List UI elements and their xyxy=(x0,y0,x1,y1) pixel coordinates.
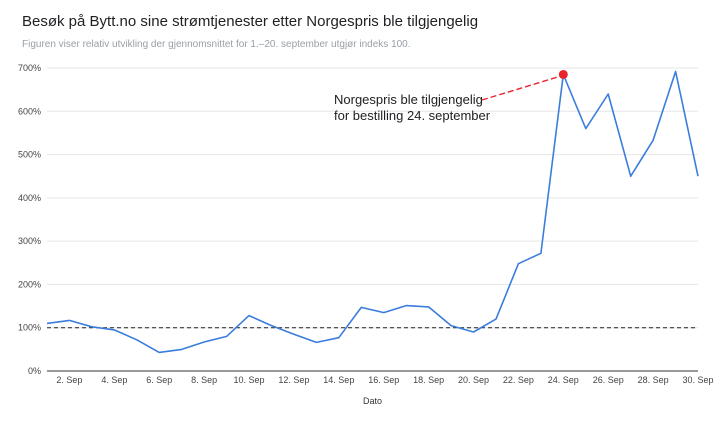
data-point xyxy=(158,351,160,353)
highlight-point xyxy=(558,69,568,79)
data-point xyxy=(405,304,407,306)
data-point xyxy=(136,339,138,341)
data-point xyxy=(46,322,48,324)
data-point xyxy=(293,333,295,335)
data-point xyxy=(607,93,609,95)
data-point xyxy=(248,314,250,316)
data-point xyxy=(113,329,115,331)
x-tick-label: 18. Sep xyxy=(413,375,444,385)
x-tick-label: 20. Sep xyxy=(458,375,489,385)
x-axis-ticks: 2. Sep 4. Sep 6. Sep 8. Sep 10. Sep 12. Sep 14… xyxy=(56,375,713,385)
chart-subtitle: Figuren viser relativ utvikling der gjen… xyxy=(22,39,411,50)
y-tick-label: 700% xyxy=(18,63,41,73)
data-point xyxy=(180,348,182,350)
data-point xyxy=(540,252,542,254)
y-tick-label: 100% xyxy=(18,323,41,333)
x-tick-label: 30. Sep xyxy=(682,375,713,385)
x-tick-label: 16. Sep xyxy=(368,375,399,385)
data-point xyxy=(517,262,519,264)
x-tick-label: 22. Sep xyxy=(503,375,534,385)
data-point xyxy=(338,336,340,338)
data-point xyxy=(652,139,654,141)
data-point xyxy=(427,306,429,308)
y-tick-label: 200% xyxy=(18,279,41,289)
data-point xyxy=(629,175,631,177)
data-point xyxy=(91,326,93,328)
y-tick-label: 300% xyxy=(18,236,41,246)
y-tick-label: 400% xyxy=(18,193,41,203)
data-point xyxy=(225,335,227,337)
data-point xyxy=(450,324,452,326)
data-point xyxy=(585,127,587,129)
annotation-line-1: Norgespris ble tilgjengelig xyxy=(334,92,483,107)
y-tick-label: 600% xyxy=(18,106,41,116)
x-tick-label: 4. Sep xyxy=(101,375,127,385)
x-tick-label: 14. Sep xyxy=(323,375,354,385)
x-axis-title: Dato xyxy=(363,396,382,406)
series-line xyxy=(46,70,699,354)
x-tick-label: 6. Sep xyxy=(146,375,172,385)
x-tick-label: 26. Sep xyxy=(593,375,624,385)
data-point xyxy=(495,318,497,320)
data-point xyxy=(360,306,362,308)
data-point xyxy=(383,311,385,313)
x-tick-label: 8. Sep xyxy=(191,375,217,385)
data-point xyxy=(203,341,205,343)
data-point xyxy=(315,341,317,343)
y-tick-label: 500% xyxy=(18,150,41,160)
data-point xyxy=(697,175,699,177)
annotation-line-2: for bestilling 24. september xyxy=(334,108,491,123)
chart-title: Besøk på Bytt.no sine strømtjenester ett… xyxy=(22,13,479,30)
x-tick-label: 2. Sep xyxy=(56,375,82,385)
x-tick-label: 10. Sep xyxy=(234,375,265,385)
annotation-connector xyxy=(481,75,560,101)
data-point xyxy=(270,324,272,326)
y-axis-ticks: 0% 100% 200% 300% 400% 500% 600% 700% xyxy=(18,63,41,376)
data-point xyxy=(68,319,70,321)
y-tick-label: 0% xyxy=(28,366,41,376)
data-point xyxy=(674,70,676,72)
x-tick-label: 12. Sep xyxy=(278,375,309,385)
data-point xyxy=(472,331,474,333)
x-tick-label: 28. Sep xyxy=(638,375,669,385)
x-tick-label: 24. Sep xyxy=(548,375,579,385)
